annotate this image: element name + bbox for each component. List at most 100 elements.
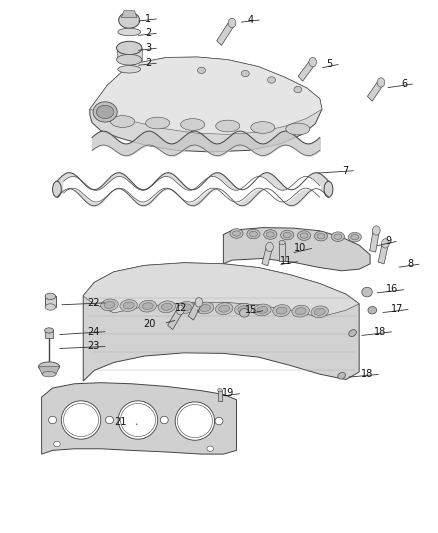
Ellipse shape <box>160 416 168 424</box>
Ellipse shape <box>250 231 258 237</box>
Ellipse shape <box>180 304 191 311</box>
Ellipse shape <box>215 303 233 314</box>
Polygon shape <box>39 367 60 374</box>
Ellipse shape <box>145 117 170 129</box>
Ellipse shape <box>314 308 325 316</box>
Ellipse shape <box>324 181 333 197</box>
Text: 7: 7 <box>342 166 348 175</box>
Polygon shape <box>42 383 237 454</box>
Polygon shape <box>378 243 389 264</box>
Ellipse shape <box>314 231 328 241</box>
Text: 8: 8 <box>408 259 414 269</box>
Ellipse shape <box>195 297 203 307</box>
Ellipse shape <box>377 78 385 87</box>
Ellipse shape <box>198 67 205 74</box>
Ellipse shape <box>238 306 249 313</box>
Ellipse shape <box>54 441 60 447</box>
Ellipse shape <box>317 233 325 239</box>
Ellipse shape <box>300 233 308 238</box>
Polygon shape <box>45 296 56 307</box>
Ellipse shape <box>207 446 213 451</box>
Polygon shape <box>262 246 272 266</box>
Ellipse shape <box>200 304 211 311</box>
Text: 11: 11 <box>280 256 292 266</box>
Ellipse shape <box>264 230 277 239</box>
Ellipse shape <box>118 401 158 439</box>
Polygon shape <box>279 243 285 261</box>
Ellipse shape <box>45 328 53 333</box>
Ellipse shape <box>117 54 142 65</box>
Text: 24: 24 <box>88 327 100 336</box>
Ellipse shape <box>96 106 114 119</box>
Ellipse shape <box>254 304 271 316</box>
Polygon shape <box>367 80 383 101</box>
Polygon shape <box>90 57 322 134</box>
Ellipse shape <box>110 116 135 127</box>
Ellipse shape <box>368 306 377 314</box>
Ellipse shape <box>351 235 359 240</box>
Text: 5: 5 <box>327 59 333 69</box>
Polygon shape <box>370 230 379 252</box>
Ellipse shape <box>297 231 311 240</box>
Ellipse shape <box>61 401 101 439</box>
Ellipse shape <box>139 300 156 312</box>
Ellipse shape <box>281 230 294 240</box>
Ellipse shape <box>266 243 273 252</box>
Ellipse shape <box>39 362 60 372</box>
Ellipse shape <box>240 309 249 317</box>
Ellipse shape <box>233 231 240 236</box>
Text: 1: 1 <box>145 14 151 23</box>
Polygon shape <box>298 60 315 81</box>
Polygon shape <box>90 57 322 152</box>
Text: 6: 6 <box>401 79 407 88</box>
Polygon shape <box>168 308 183 329</box>
Text: 10: 10 <box>294 243 307 253</box>
Ellipse shape <box>235 303 252 315</box>
Ellipse shape <box>119 12 140 28</box>
Ellipse shape <box>196 302 214 314</box>
Ellipse shape <box>362 287 372 297</box>
Polygon shape <box>223 228 370 271</box>
Ellipse shape <box>295 308 306 314</box>
Text: 15: 15 <box>245 305 258 315</box>
Text: 12: 12 <box>175 303 187 313</box>
Ellipse shape <box>294 86 302 93</box>
Ellipse shape <box>161 303 172 310</box>
Ellipse shape <box>117 42 142 55</box>
Text: 4: 4 <box>248 15 254 25</box>
Polygon shape <box>188 300 201 320</box>
Ellipse shape <box>309 58 317 67</box>
Ellipse shape <box>177 405 212 438</box>
Ellipse shape <box>123 302 134 309</box>
Ellipse shape <box>349 330 357 336</box>
Text: 18: 18 <box>374 327 386 336</box>
Polygon shape <box>117 48 142 60</box>
Ellipse shape <box>251 122 275 133</box>
Ellipse shape <box>53 181 61 197</box>
Text: 16: 16 <box>386 285 399 294</box>
Ellipse shape <box>218 389 222 392</box>
Text: 22: 22 <box>87 298 100 308</box>
Ellipse shape <box>268 77 276 83</box>
Ellipse shape <box>106 416 113 424</box>
Ellipse shape <box>292 305 309 317</box>
Polygon shape <box>83 263 359 381</box>
Ellipse shape <box>64 403 99 437</box>
Ellipse shape <box>101 299 118 311</box>
Ellipse shape <box>93 102 117 122</box>
Ellipse shape <box>283 232 291 238</box>
Text: 2: 2 <box>145 58 151 68</box>
Text: 19: 19 <box>222 389 234 398</box>
Ellipse shape <box>266 232 274 237</box>
Ellipse shape <box>372 226 380 235</box>
Ellipse shape <box>257 306 268 313</box>
Ellipse shape <box>311 306 328 318</box>
Text: 18: 18 <box>361 369 373 379</box>
Ellipse shape <box>338 373 346 379</box>
Ellipse shape <box>177 302 194 313</box>
Ellipse shape <box>181 119 205 131</box>
Polygon shape <box>45 330 53 338</box>
Ellipse shape <box>286 123 310 135</box>
Ellipse shape <box>45 304 56 310</box>
Polygon shape <box>217 21 234 45</box>
